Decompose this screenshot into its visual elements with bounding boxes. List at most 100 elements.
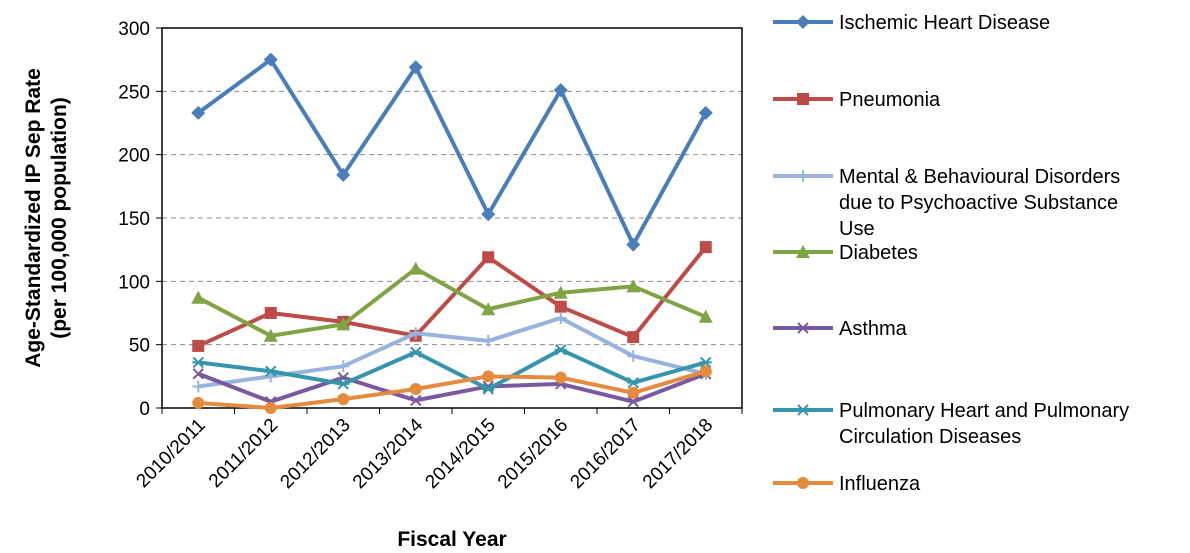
data-point-mental-behavioural-disorders-due-to-psychoactive-substance-use: [627, 350, 640, 363]
legend-item-pneumonia: Pneumonia: [773, 89, 941, 111]
data-point-diabetes: [336, 317, 351, 331]
y-tick-label: 150: [118, 209, 150, 230]
data-point-ischemic-heart-disease: [626, 237, 641, 252]
data-point-mental-behavioural-disorders-due-to-psychoactive-substance-use: [192, 380, 205, 393]
y-tick-label: 250: [118, 82, 150, 103]
y-axis-title-line-2: (per 100,000 population): [48, 97, 71, 339]
data-point-diabetes: [263, 328, 278, 342]
data-point-pneumonia: [264, 307, 277, 319]
legend-label: Use: [839, 218, 875, 240]
data-point-diabetes: [698, 309, 713, 323]
series-line-pneumonia: [197, 245, 708, 348]
x-axis-ticks: 2010/20112011/20122012/20132013/20142014…: [132, 408, 743, 493]
data-point-pneumonia: [627, 331, 640, 344]
data-point-pulmonary-heart-and-pulmonary-circulation-diseases: [409, 346, 422, 358]
data-point-pulmonary-heart-and-pulmonary-circulation-diseases: [337, 378, 350, 390]
data-point-asthma: [410, 394, 422, 407]
series-mental-behavioural-disorders-due-to-psychoactive-substance-use: [192, 312, 712, 393]
data-point-influenza: [192, 396, 205, 409]
data-point-diabetes: [626, 279, 641, 293]
data-point-influenza: [264, 402, 277, 414]
series-line-pulmonary-heart-and-pulmonary-circulation-diseases: [198, 347, 707, 391]
data-point-pneumonia: [192, 339, 205, 352]
data-point-pneumonia: [554, 300, 567, 313]
series-diabetes: [191, 261, 713, 342]
legend-label: Circulation Diseases: [839, 426, 1021, 448]
x-axis-title: Fiscal Year: [397, 528, 506, 551]
legend-label: Diabetes: [839, 242, 918, 264]
data-point-diabetes: [191, 290, 206, 304]
series-pulmonary-heart-and-pulmonary-circulation-diseases: [192, 344, 712, 395]
x-tick-label: 2014/2015: [421, 415, 499, 493]
series-line-asthma: [197, 371, 707, 404]
data-point-influenza: [627, 386, 640, 399]
x-tick-label: 2010/2011: [132, 415, 209, 492]
data-point-pulmonary-heart-and-pulmonary-circulation-diseases: [699, 356, 712, 369]
data-point-pulmonary-heart-and-pulmonary-circulation-diseases: [264, 365, 277, 377]
y-tick-label: 0: [139, 399, 150, 420]
x-tick-label: 2013/2014: [349, 414, 428, 493]
data-point-ischemic-heart-disease: [191, 105, 206, 120]
data-point-influenza: [554, 371, 567, 384]
x-tick-label: 2016/2017: [566, 415, 644, 493]
data-point-diabetes: [553, 285, 568, 299]
data-point-diabetes: [481, 302, 496, 316]
x-tick-label: 2015/2016: [494, 415, 572, 493]
legend-label: Pneumonia: [839, 89, 941, 111]
series-influenza: [192, 365, 712, 414]
data-point-mental-behavioural-disorders-due-to-psychoactive-substance-use: [337, 360, 350, 373]
legend-label: Ischemic Heart Disease: [839, 12, 1050, 34]
data-point-influenza: [482, 370, 495, 383]
legend-item-pulmonary-heart-and-pulmonary-circulation-diseases: Pulmonary Heart and Pulmonary Circulation…: [773, 400, 1129, 448]
legend-label: Asthma: [839, 318, 908, 340]
legend-marker-mental-behavioural-disorders-due-to-psychoactive-substance-use: [797, 170, 809, 182]
gridlines: [162, 90, 742, 346]
data-point-ischemic-heart-disease: [698, 105, 713, 120]
legend-label: due to Psychoactive Substance: [839, 192, 1118, 214]
data-point-ischemic-heart-disease: [336, 167, 351, 182]
legend-item-asthma: Asthma: [773, 318, 908, 340]
series-line-diabetes: [197, 266, 707, 338]
x-tick-label: 2011/2012: [205, 415, 282, 492]
x-tick-label: 2012/2013: [276, 415, 354, 493]
series-line-ischemic-heart-disease: [197, 57, 708, 247]
data-point-ischemic-heart-disease: [481, 207, 496, 222]
data-point-ischemic-heart-disease: [263, 52, 278, 67]
data-point-pulmonary-heart-and-pulmonary-circulation-diseases: [482, 383, 495, 395]
data-point-influenza: [699, 365, 712, 378]
data-point-pulmonary-heart-and-pulmonary-circulation-diseases: [192, 356, 205, 369]
data-point-mental-behavioural-disorders-due-to-psychoactive-substance-use: [409, 327, 422, 340]
data-point-mental-behavioural-disorders-due-to-psychoactive-substance-use: [482, 334, 495, 347]
series-line-influenza: [198, 369, 707, 410]
legend-label: Pulmonary Heart and Pulmonary: [839, 400, 1129, 422]
data-point-pneumonia: [482, 251, 495, 264]
data-point-pulmonary-heart-and-pulmonary-circulation-diseases: [554, 344, 567, 356]
y-tick-label: 100: [118, 272, 150, 293]
series-layer: [191, 52, 713, 414]
legend-label: Mental & Behavioural Disorders: [839, 166, 1120, 188]
data-point-diabetes: [408, 261, 423, 275]
legend: Ischemic Heart Disease Pneumonia Mental & …: [773, 12, 1129, 495]
legend-marker-diabetes: [796, 245, 810, 258]
y-tick-label: 50: [129, 336, 150, 357]
legend-marker-asthma: [797, 322, 809, 334]
x-tick-label: 2017/2018: [639, 415, 717, 493]
data-point-pneumonia: [699, 241, 712, 254]
legend-marker-pneumonia: [797, 93, 809, 105]
series-ischemic-heart-disease: [191, 52, 713, 252]
legend-item-influenza: Influenza: [773, 473, 921, 495]
legend-item-mental-behavioural-disorders-due-to-psychoactive-substance-use: Mental & Behavioural Disorders due to Psy…: [773, 166, 1120, 240]
y-axis-ticks: 0 50 100 150 200 250 300: [118, 19, 162, 420]
legend-item-diabetes: Diabetes: [773, 242, 918, 264]
legend-marker-ischemic-heart-disease: [796, 15, 810, 29]
legend-item-ischemic-heart-disease: Ischemic Heart Disease: [773, 12, 1050, 34]
data-point-pulmonary-heart-and-pulmonary-circulation-diseases: [627, 376, 640, 389]
data-point-asthma: [627, 395, 639, 408]
data-point-ischemic-heart-disease: [553, 83, 568, 98]
data-point-ischemic-heart-disease: [408, 60, 423, 75]
legend-label: Influenza: [839, 473, 921, 495]
data-point-influenza: [409, 383, 422, 395]
series-asthma: [192, 368, 712, 408]
